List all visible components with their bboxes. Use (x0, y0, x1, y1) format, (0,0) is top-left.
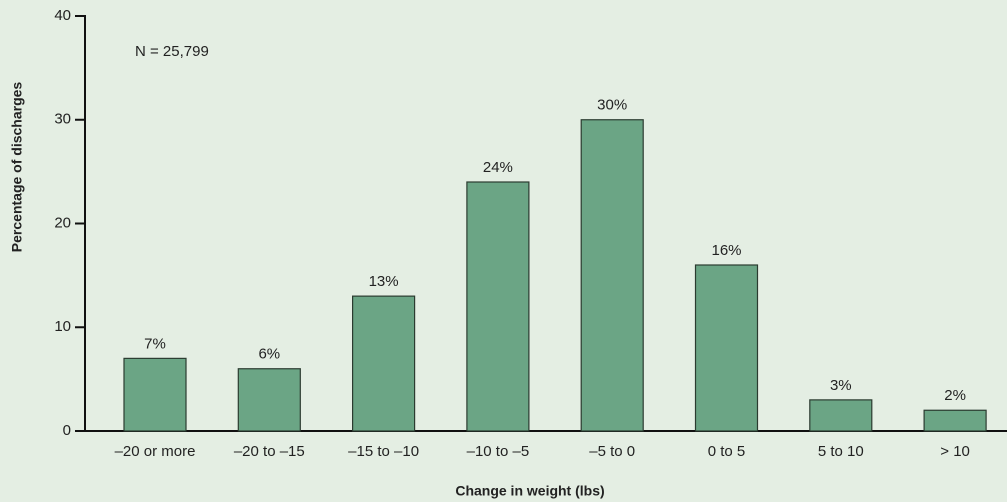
x-tick-label: –10 to –5 (467, 443, 530, 460)
y-tick-label: 30 (54, 111, 71, 128)
x-tick-label: –5 to 0 (589, 443, 635, 460)
bar (580, 119, 644, 432)
y-tick-label: 20 (54, 214, 71, 231)
bar (923, 409, 987, 432)
x-axis-title: Change in weight (lbs) (455, 483, 604, 499)
value-label: 13% (369, 273, 399, 290)
y-tick-label: 40 (54, 7, 71, 24)
x-tick-label: > 10 (940, 443, 970, 460)
bar (466, 181, 530, 432)
bar (123, 357, 187, 432)
bar (237, 368, 301, 432)
value-label: 2% (944, 387, 966, 404)
bar (352, 295, 416, 432)
x-tick-label: –20 or more (115, 443, 196, 460)
x-tick-label: 5 to 10 (818, 443, 864, 460)
x-tick-label: –20 to –15 (234, 443, 305, 460)
value-label: 7% (144, 335, 166, 352)
x-tick-label: 0 to 5 (708, 443, 746, 460)
value-label: 6% (258, 346, 280, 363)
y-tick-label: 0 (63, 422, 71, 439)
y-tick-label: 10 (54, 318, 71, 335)
value-label: 30% (597, 97, 627, 114)
value-label: 3% (830, 377, 852, 394)
value-label: 16% (711, 242, 741, 259)
bar (694, 264, 759, 432)
bar (809, 399, 873, 432)
value-label: 24% (483, 159, 513, 176)
y-axis-title: Percentage of discharges (9, 82, 25, 253)
annotation: N = 25,799 (135, 43, 209, 60)
x-tick-label: –15 to –10 (348, 443, 419, 460)
